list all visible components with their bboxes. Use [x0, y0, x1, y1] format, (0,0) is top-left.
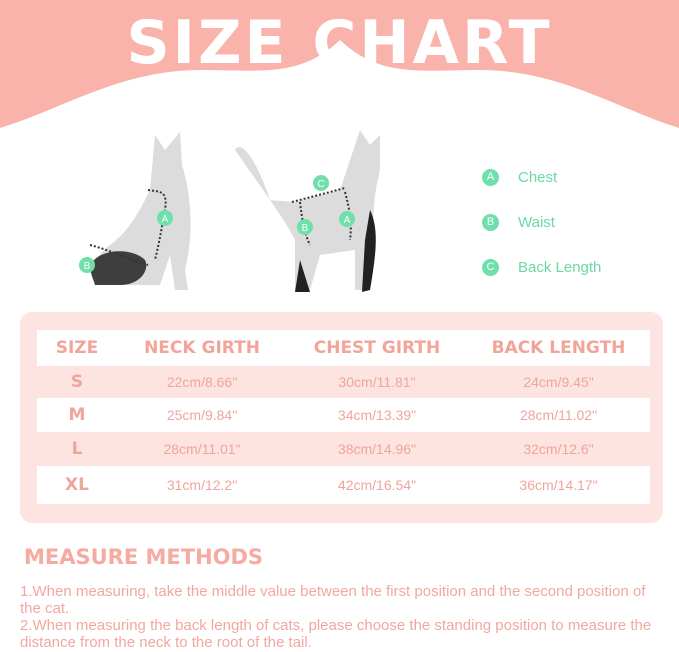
badge-c-icon: C: [482, 259, 499, 276]
cell: L: [71, 439, 83, 459]
cell: 38cm/14.96": [337, 441, 417, 457]
measure-methods-title: MEASURE METHODS: [24, 545, 264, 569]
cell: S: [70, 372, 84, 392]
cell: XL: [65, 475, 89, 495]
badge-a-icon: A: [482, 169, 499, 186]
size-table: SIZE NECK GIRTH CHEST GIRTH BACK LENGTH …: [20, 312, 663, 523]
header-neck: NECK GIRTH: [144, 338, 260, 358]
header-chest: CHEST GIRTH: [313, 338, 441, 358]
legend-item-chest: A Chest: [482, 155, 601, 200]
svg-text:A: A: [344, 215, 351, 226]
header-back: BACK LENGTH: [491, 338, 626, 358]
cat-illustrations: A B C B A: [79, 130, 380, 292]
note-1: 1.When measuring, take the middle value …: [20, 583, 646, 617]
cell: M: [68, 405, 86, 425]
svg-text:B: B: [302, 223, 309, 234]
table-header: SIZE NECK GIRTH CHEST GIRTH BACK LENGTH: [37, 330, 650, 366]
legend-label: Waist: [518, 214, 555, 231]
cell: 22cm/8.66": [166, 374, 238, 390]
table-row: S 22cm/8.66" 30cm/11.81" 24cm/9.45": [37, 366, 650, 398]
page-title: SIZE CHART: [126, 8, 553, 78]
header-size: SIZE: [55, 338, 99, 358]
cell: 25cm/9.84": [166, 407, 238, 423]
note-2: 2.When measuring the back length of cats…: [20, 617, 652, 651]
standing-cat-icon: C B A: [235, 130, 380, 292]
cell: 31cm/12.2": [166, 477, 238, 493]
legend-item-waist: B Waist: [482, 200, 601, 245]
table-row: XL 31cm/12.2" 42cm/16.54" 36cm/14.17": [37, 466, 650, 504]
badge-b-icon: B: [482, 214, 499, 231]
cell: 30cm/11.81": [338, 374, 416, 390]
cell: 36cm/14.17": [519, 477, 598, 493]
svg-text:C: C: [317, 179, 324, 190]
svg-text:A: A: [162, 214, 169, 225]
sitting-cat-icon: A B: [79, 132, 191, 290]
measure-notes: 1.When measuring, take the middle value …: [20, 583, 670, 651]
legend-label: Back Length: [518, 259, 602, 276]
cell: 28cm/11.01": [163, 441, 241, 457]
svg-text:B: B: [84, 261, 91, 272]
legend-item-back-length: C Back Length: [482, 245, 601, 290]
table-row: L 28cm/11.01" 38cm/14.96" 32cm/12.6": [37, 432, 650, 466]
cell: 28cm/11.02": [519, 407, 598, 423]
header-banner: [0, 0, 679, 128]
cell: 32cm/12.6": [523, 441, 594, 457]
cell: 24cm/9.45": [523, 374, 594, 390]
legend-label: Chest: [518, 169, 558, 186]
cell: 34cm/13.39": [337, 407, 417, 423]
measurement-legend: A Chest B Waist C Back Length: [482, 155, 601, 290]
table-row: M 25cm/9.84" 34cm/13.39" 28cm/11.02": [37, 398, 650, 432]
cell: 42cm/16.54": [337, 477, 417, 493]
